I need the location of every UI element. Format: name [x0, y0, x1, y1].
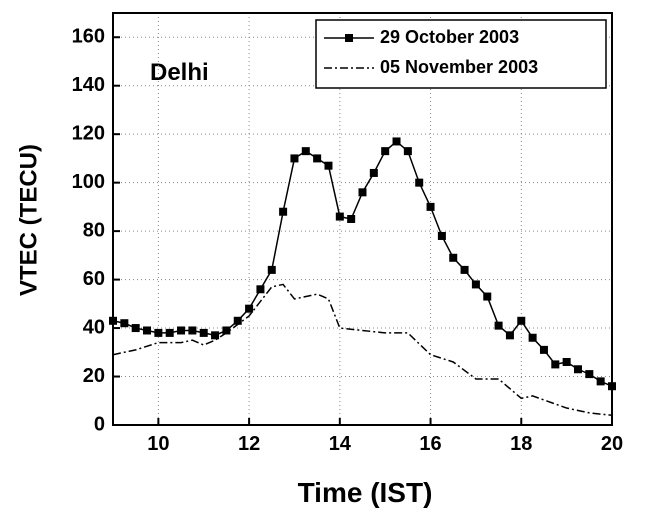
marker	[165, 328, 174, 337]
marker	[233, 316, 242, 325]
marker	[256, 285, 265, 294]
marker	[245, 304, 254, 313]
legend-label: 05 November 2003	[380, 57, 538, 77]
marker	[505, 331, 514, 340]
marker	[301, 147, 310, 156]
marker	[517, 316, 526, 325]
marker	[222, 326, 231, 335]
y-tick-label: 140	[72, 74, 105, 96]
legend-label: 29 October 2003	[380, 27, 519, 47]
marker	[573, 365, 582, 374]
marker	[154, 328, 163, 337]
plot-frame	[112, 12, 613, 426]
legend-marker	[345, 34, 353, 42]
y-tick-label: 60	[83, 268, 105, 290]
marker	[471, 280, 480, 289]
legend-box	[315, 19, 607, 89]
marker	[120, 319, 129, 328]
marker	[290, 154, 299, 163]
marker	[143, 326, 152, 335]
x-axis-label: Time (IST)	[298, 477, 433, 508]
y-tick-label: 20	[83, 365, 105, 387]
annotation: Delhi	[150, 59, 209, 86]
y-axis-label: VTEC (TECU)	[15, 144, 42, 296]
marker	[539, 345, 548, 354]
marker	[369, 168, 378, 177]
marker	[528, 333, 537, 342]
marker	[403, 147, 412, 156]
series-line	[112, 283, 613, 417]
x-tick-label: 10	[147, 433, 169, 455]
marker	[585, 370, 594, 379]
x-tick-label: 20	[601, 433, 623, 455]
marker	[131, 324, 140, 333]
marker	[324, 161, 333, 170]
marker	[392, 137, 401, 146]
marker	[313, 154, 322, 163]
marker	[211, 331, 220, 340]
marker	[596, 377, 605, 386]
series-line	[112, 140, 613, 387]
marker	[551, 360, 560, 369]
x-tick-label: 16	[419, 433, 441, 455]
marker	[483, 292, 492, 301]
y-tick-label: 120	[72, 122, 105, 144]
marker	[358, 188, 367, 197]
marker	[608, 382, 616, 391]
marker	[199, 328, 208, 337]
marker	[426, 202, 435, 211]
y-tick-label: 100	[72, 171, 105, 193]
x-tick-label: 18	[510, 433, 532, 455]
marker	[562, 357, 571, 366]
y-tick-label: 80	[83, 219, 105, 241]
x-tick-label: 12	[238, 433, 260, 455]
marker	[437, 231, 446, 240]
x-tick-label: 14	[329, 433, 352, 455]
marker	[460, 265, 469, 274]
y-tick-label: 160	[72, 26, 105, 48]
marker	[381, 147, 390, 156]
marker	[279, 207, 288, 216]
y-tick-label: 0	[94, 413, 105, 435]
marker	[188, 326, 197, 335]
marker	[335, 212, 344, 221]
marker	[109, 316, 117, 325]
y-tick-label: 40	[83, 316, 105, 338]
marker	[267, 265, 276, 274]
marker	[177, 326, 186, 335]
marker	[347, 215, 356, 223]
marker	[449, 253, 458, 262]
marker	[494, 321, 503, 330]
marker	[415, 178, 424, 187]
